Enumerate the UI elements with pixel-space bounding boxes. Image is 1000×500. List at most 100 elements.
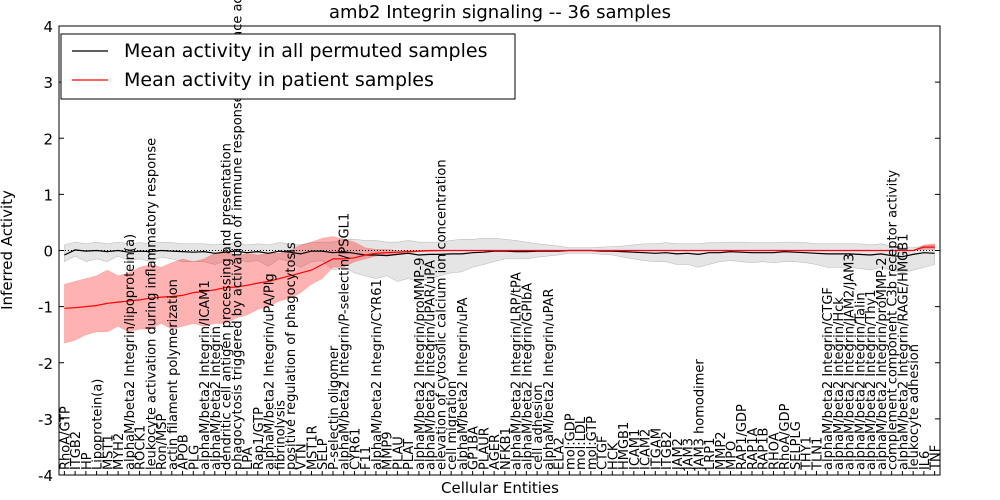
- x-tick-label: ROCK1: [134, 425, 149, 470]
- y-tick-label: -3: [38, 411, 53, 429]
- x-tick-label: RAP1/GDP: [735, 404, 750, 470]
- x-tick-label: ICAM1: [628, 429, 643, 470]
- x-tick-label: alphaM/beta2 Integrin/uPA: [456, 297, 471, 470]
- x-tick-label: leukocyte activation during inflammatory…: [144, 138, 159, 470]
- x-tick-label: Ron/MSP: [155, 414, 170, 470]
- x-tick-label: SELPLG: [789, 421, 804, 470]
- x-tick-label: HCK: [606, 442, 621, 470]
- x-tick-label: PLAU: [391, 436, 406, 470]
- y-tick-label: -1: [38, 299, 53, 317]
- x-tick-label: MST1: [101, 434, 116, 470]
- x-tick-label: mol:GDP: [563, 413, 578, 470]
- x-tick-label: PLG: [187, 445, 202, 470]
- x-tick-label: complement component C3b receptor activi…: [886, 170, 901, 470]
- y-tick-label: 1: [43, 186, 53, 204]
- x-tick-label: MMP9: [381, 431, 396, 470]
- x-tick-label: mol:LDL: [574, 416, 589, 470]
- x-tick-label: alphaM/beta2 Integrin/JAM2/JAM3: [843, 253, 858, 470]
- x-tick-label: APOB: [177, 434, 192, 470]
- x-tick-label: ITGB2: [660, 431, 675, 470]
- x-tick-label: alphaM/beta2 Integrin/CTGF: [821, 287, 836, 470]
- x-tick-label: phagocytosis triggered by activation of …: [230, 0, 245, 470]
- x-tick-label: alphaM/beta2 Integrin/uPAR/uPA: [424, 260, 439, 470]
- x-tick-label: alphaM/beta2 Integrin/Talin: [853, 292, 868, 470]
- y-tick-label: 2: [43, 130, 53, 148]
- y-tick-label: 0: [43, 243, 53, 261]
- x-tick-label: TLN1: [810, 437, 825, 471]
- x-tick-label: Lipoprotein(a): [91, 379, 106, 470]
- x-tick-label: LRP1: [703, 438, 718, 470]
- x-tick-label: TNF: [929, 445, 944, 471]
- x-tick-label: alphaM/beta2 Integrin/Thy1: [864, 290, 879, 470]
- x-tick-label: dendritic cell antigen processing and pr…: [220, 143, 235, 470]
- x-tick-label: ELA2: [553, 437, 568, 470]
- x-tick-label: alphaM/beta2 Integrin/RAGE/HMGB1: [896, 234, 911, 470]
- x-tick-label: RHOA: [768, 432, 783, 470]
- x-tick-label: alphaM/beta2 Integrin/uPA/Plg: [263, 273, 278, 470]
- x-tick-label: AGER: [488, 434, 503, 470]
- x-tick-label: JAM3 homodimer: [692, 359, 707, 471]
- x-tick-label: cell migration: [445, 381, 460, 470]
- x-tick-label: alphaM/beta2 Integrin/uPAR: [542, 288, 557, 470]
- x-tick-label: RAP1B: [757, 428, 772, 470]
- x-tick-labels: RhoA/GTPITGB2HPLipoprotein(a)MST1MYH2alp…: [58, 0, 944, 475]
- x-tick-label: GP1BA: [467, 426, 482, 470]
- x-tick-label: HMGB1: [617, 422, 632, 470]
- x-tick-label: PLAUR: [477, 427, 492, 470]
- x-tick-label: alphaM/beta2 Integrin/P-selectin/PSGL1: [338, 213, 353, 470]
- x-tick-label: JAM2: [671, 438, 686, 471]
- x-tick-label: fibrinolysis: [273, 400, 288, 470]
- legend-label: Mean activity in patient samples: [124, 69, 434, 91]
- x-tick-label: alphaM/beta2 Integrin/ICAM1: [198, 280, 213, 470]
- x-tick-label: alphaM/beta2 Integrin/LRP/tPA: [510, 272, 525, 470]
- y-tick-label: -2: [38, 355, 53, 373]
- x-tick-label: NFKB1: [499, 427, 514, 470]
- chart-title: amb2 Integrin signaling -- 36 samples: [329, 2, 671, 23]
- x-tick-label: alphaM/beta2 Integrin/proMMP-9: [413, 257, 428, 470]
- plot-frame: [58, 25, 941, 476]
- x-tick-label: PLAT: [402, 439, 417, 470]
- x-tick-label: MYH2: [112, 433, 127, 470]
- x-tick-label: CYR61: [349, 428, 364, 470]
- x-tick-label: CTGF: [596, 435, 611, 470]
- legend-label: Mean activity in all permuted samples: [124, 40, 487, 62]
- legend-box: [60, 33, 516, 100]
- x-tick-label: MST1R: [306, 425, 321, 470]
- y-tick-label: -4: [38, 467, 53, 485]
- x-axis-label: Cellular Entities: [441, 479, 559, 497]
- x-tick-label: mol:GTP: [585, 416, 600, 470]
- x-tick-label: JAM3: [682, 438, 697, 471]
- x-tick-label: actin filament polymerization: [166, 279, 181, 470]
- x-tick-label: P-selectin oligomer: [327, 345, 342, 470]
- x-tick-label: SELP: [316, 438, 331, 470]
- x-tick-label: IL6: [918, 451, 933, 470]
- series-line-1: [64, 246, 935, 309]
- x-tick-label: F11: [359, 446, 374, 470]
- x-tick-label: cell adhesion: [531, 384, 546, 470]
- confidence-band-1: [64, 236, 935, 344]
- plot-area: [59, 236, 940, 344]
- y-axis-label: Inferred Activity: [0, 190, 16, 310]
- x-tick-label: HP: [80, 452, 95, 470]
- x-tick-label: RhoA/GDP: [778, 403, 793, 470]
- x-tick-label: alphaM/beta2 Integrin/CYR61: [370, 279, 385, 470]
- x-tick-label: elevation of cytosolic calcium ion conce…: [434, 159, 449, 470]
- x-tick-label: MPO: [725, 441, 740, 470]
- x-tick-label: ITGB2: [69, 431, 84, 470]
- x-tick-label: alphaM/beta2 Integrin/Hck: [832, 297, 847, 470]
- x-tick-label: MMP2: [714, 432, 729, 471]
- x-tick-label: VTN: [295, 443, 310, 470]
- x-tick-label: RAP1A: [746, 428, 761, 471]
- x-tick-label: alphaM/beta2 Integrin/lipoprotein(a): [123, 234, 138, 470]
- x-tick-label: ITGAM: [649, 428, 664, 470]
- x-tick-label: RhoA/GTP: [58, 406, 73, 470]
- x-tick-label: alphaM/beta2 Integrin/proMMP-2: [875, 257, 890, 470]
- x-tick-label: alphaM/beta2 Integrin/GPIbA: [520, 283, 535, 470]
- legend: Mean activity in all permuted samples Mea…: [60, 33, 516, 100]
- confidence-band-0: [64, 237, 935, 282]
- x-tick-label: THY1: [800, 436, 815, 471]
- x-tick-label: Rap1/GTP: [252, 407, 267, 470]
- y-axis-ticks: -4 -3 -2 -1 0 1 2 3 4: [38, 18, 940, 485]
- x-tick-label: ICAM2: [639, 429, 654, 470]
- x-tick-label: alphaM/beta2 Integrin: [209, 326, 224, 470]
